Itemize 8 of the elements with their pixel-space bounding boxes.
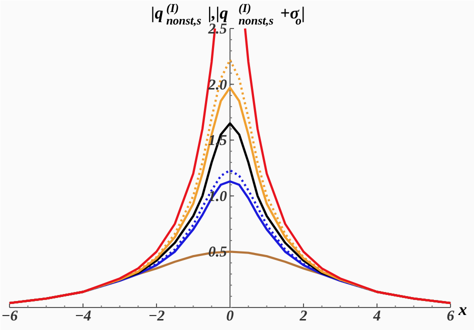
x-tick-label: 4 xyxy=(372,308,382,324)
x-tick-label: 6 xyxy=(446,308,455,324)
x-tick-label: −6 xyxy=(1,308,18,324)
x-tick-label: 2 xyxy=(298,308,308,324)
x-tick-label: −2 xyxy=(148,308,166,324)
x-tick-label: −4 xyxy=(74,308,92,324)
x-axis-title: x xyxy=(458,300,468,319)
x-tick-label: 0 xyxy=(226,308,234,324)
